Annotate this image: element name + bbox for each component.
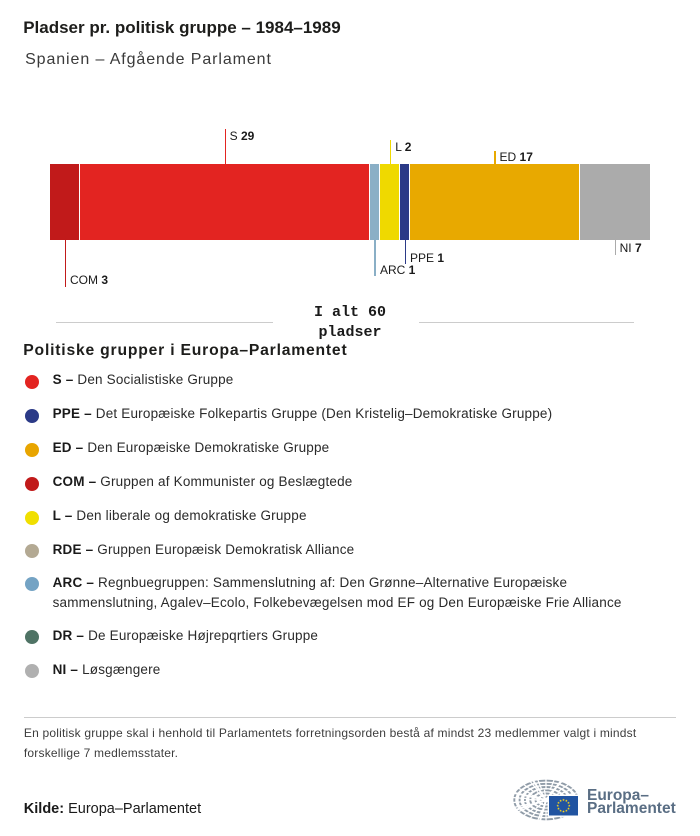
svg-text:Parlamentet: Parlamentet: [587, 800, 676, 817]
svg-text:Europa–: Europa–: [587, 787, 649, 804]
